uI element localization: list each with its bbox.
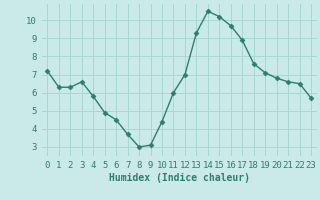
- X-axis label: Humidex (Indice chaleur): Humidex (Indice chaleur): [109, 173, 250, 183]
